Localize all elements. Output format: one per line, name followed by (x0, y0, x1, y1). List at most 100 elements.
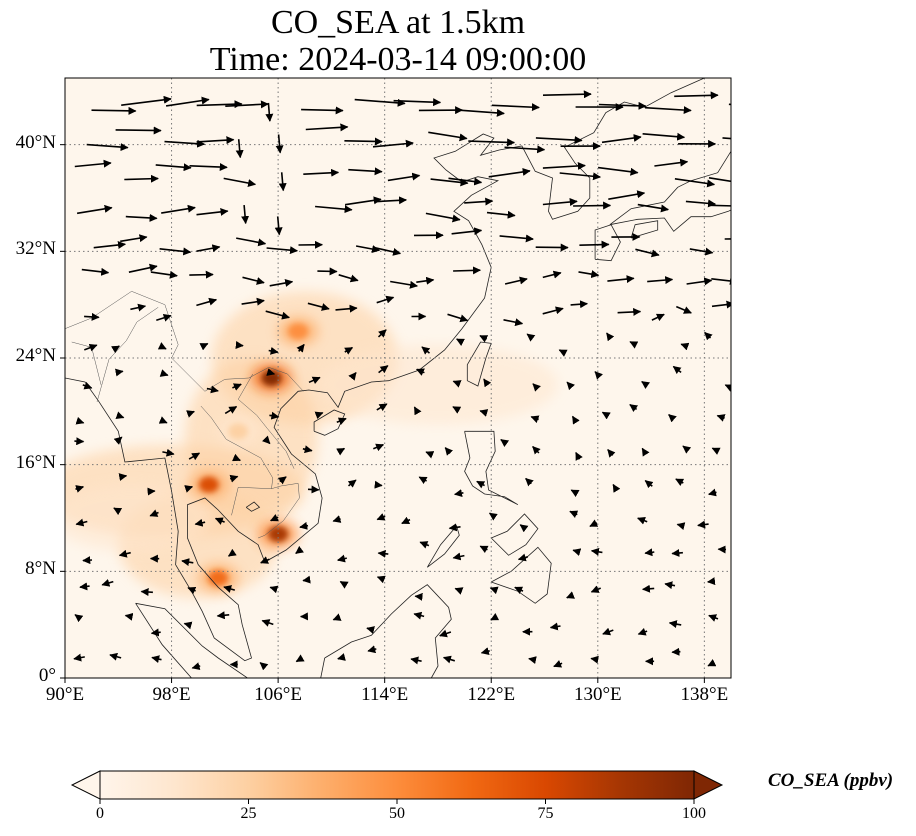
wind-arrow (500, 438, 510, 448)
wind-arrow (709, 204, 731, 207)
wind-arrow (232, 383, 242, 391)
wind-arrow (214, 517, 225, 525)
wind-arrow (261, 619, 274, 627)
wind-arrow (344, 196, 382, 206)
wind-arrow (91, 106, 137, 115)
wind-arrow (578, 270, 600, 279)
x-tick-label: 122°E (467, 684, 516, 705)
coastline (426, 525, 460, 568)
wind-arrow (75, 518, 88, 527)
wind-arrow (598, 101, 647, 110)
wind-arrow (236, 237, 267, 247)
wind-arrow (452, 552, 465, 561)
wind-arrow (575, 451, 583, 461)
wind-arrow (601, 411, 611, 420)
wind-arrow (642, 584, 655, 593)
wind-arrow (225, 100, 269, 109)
chart-title-line1: CO_SEA at 1.5km (270, 4, 526, 41)
wind-arrow (491, 103, 540, 112)
wind-arrow (418, 476, 428, 485)
wind-arrow (722, 137, 731, 140)
wind-arrow (716, 414, 726, 422)
wind-arrow (711, 300, 731, 309)
coastline (245, 501, 261, 512)
wind-arrow (155, 163, 192, 172)
wind-arrow (572, 548, 582, 557)
wind-arrow (149, 509, 159, 517)
colorbar-tick-label: 100 (682, 805, 706, 822)
country-border (237, 373, 295, 469)
wind-arrow (601, 134, 642, 144)
wind-arrow (229, 474, 239, 483)
colorbar-tick-label: 25 (240, 805, 257, 822)
wind-arrow (260, 556, 270, 564)
wind-arrow (476, 480, 486, 489)
wind-arrow (308, 376, 321, 385)
wind-arrow (151, 655, 162, 664)
wind-arrow (637, 516, 648, 525)
wind-arrow (525, 477, 534, 487)
wind-arrow (332, 515, 342, 523)
co-hotspot (288, 323, 309, 340)
wind-arrow (530, 415, 540, 424)
wind-arrow (708, 614, 719, 622)
wind-arrow (337, 653, 346, 661)
wind-arrow (130, 303, 147, 312)
wind-arrow (704, 331, 713, 341)
wind-arrow (569, 510, 579, 518)
wind-arrow (268, 346, 279, 355)
wind-arrow (439, 629, 452, 638)
wind-arrow (111, 345, 120, 354)
wind-arrow (428, 131, 468, 142)
wind-arrow (468, 138, 516, 147)
wind-arrow (278, 172, 287, 192)
wind-arrow (455, 338, 465, 347)
wind-arrow (93, 241, 126, 249)
wind-arrow (344, 346, 354, 355)
coastline (466, 341, 492, 387)
y-tick-label: 0° (38, 665, 56, 686)
x-tick-label: 130°E (573, 684, 622, 705)
colorbar-tick-label: 0 (96, 805, 104, 822)
wind-arrow (165, 96, 210, 107)
wind-arrow (570, 300, 588, 309)
wind-arrow (183, 621, 193, 630)
wind-arrow (216, 611, 230, 620)
wind-arrow (377, 549, 389, 558)
wind-arrow (447, 313, 469, 323)
wind-arrow (503, 318, 524, 327)
wind-arrow (542, 161, 586, 170)
colorbar-label: CO_SEA (ppbv) (768, 770, 894, 791)
wind-arrow (156, 313, 172, 322)
wind-arrow (335, 304, 358, 313)
wind-arrow (410, 656, 422, 665)
wind-arrow (184, 485, 194, 493)
wind-arrow (159, 369, 169, 377)
wind-arrow (241, 205, 250, 225)
wind-arrow (542, 197, 578, 206)
co-hotspot (208, 570, 229, 586)
wind-arrow (597, 166, 639, 176)
wind-arrow (372, 139, 414, 148)
wind-arrow (514, 586, 524, 594)
wind-arrow (535, 136, 583, 145)
wind-arrow (685, 199, 716, 208)
wind-arrow (459, 108, 505, 117)
wind-arrow (672, 365, 682, 375)
wind-arrow (542, 270, 562, 279)
wind-arrow (261, 435, 271, 445)
wind-arrow (73, 653, 85, 662)
wind-arrow (413, 611, 425, 620)
wind-arrow (305, 123, 349, 132)
wind-arrow (124, 174, 159, 183)
wind-arrow (374, 196, 407, 205)
wind-arrow (109, 652, 122, 661)
wind-arrow (425, 451, 435, 459)
wind-arrow (162, 448, 175, 457)
coastline (464, 430, 519, 506)
wind-arrow (489, 586, 499, 595)
wind-arrow (566, 381, 575, 391)
wind-arrow (348, 371, 357, 381)
wind-arrow (724, 384, 731, 392)
coastline (65, 78, 705, 662)
